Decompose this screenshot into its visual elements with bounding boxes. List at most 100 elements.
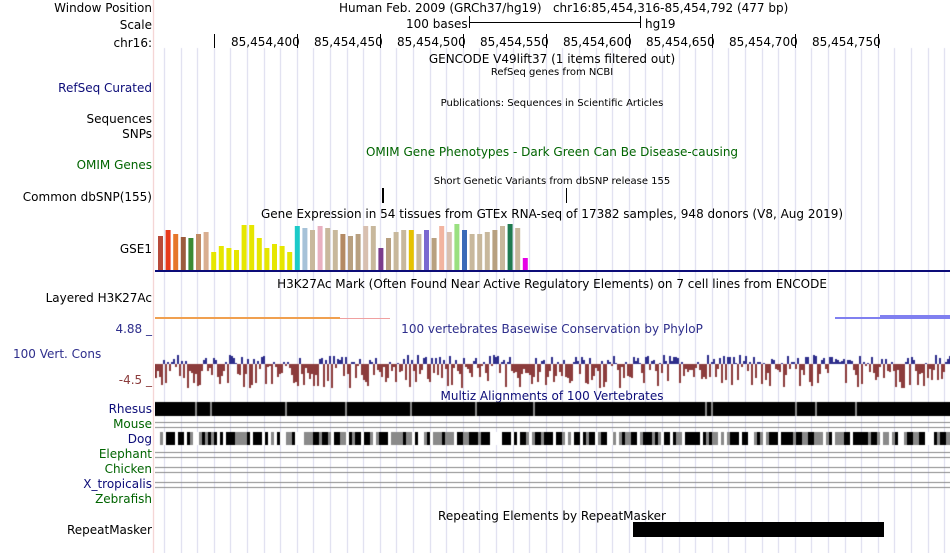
gtex-tissue-bar xyxy=(165,230,171,270)
gtex-track-title: Gene Expression in 54 tissues from GTEx … xyxy=(260,207,844,221)
omim-track-title: OMIM Gene Phenotypes - Dark Green Can Be… xyxy=(365,145,739,159)
gtex-tissue-bar xyxy=(188,238,194,270)
refseq-track-subtitle: RefSeq genes from NCBI xyxy=(490,67,614,78)
gtex-baseline xyxy=(155,270,950,272)
gtex-tissue-bar xyxy=(173,234,179,270)
gtex-tissue-bar xyxy=(226,248,232,270)
gtex-tissue-bar xyxy=(249,225,255,270)
ruler-tick-label: 85,454,550 xyxy=(480,35,549,49)
gtex-tissue-bar xyxy=(211,252,217,270)
species-label-mouse[interactable]: Mouse xyxy=(113,417,152,431)
omim-track-label[interactable]: OMIM Genes xyxy=(76,158,152,172)
gtex-tissue-bar xyxy=(424,230,429,270)
ruler-tick xyxy=(795,34,796,48)
gtex-bar-chart[interactable] xyxy=(155,220,950,275)
ruler-tick xyxy=(629,34,630,48)
h3k27ac-signal[interactable] xyxy=(155,310,950,320)
gtex-tissue-bar xyxy=(332,230,338,270)
cons-track-title: 100 vertebrates Basewise Conservation by… xyxy=(401,322,703,336)
gtex-tissue-bar xyxy=(203,232,209,270)
gtex-tissue-bar xyxy=(363,226,369,270)
gtex-tissue-bar xyxy=(317,226,323,270)
ruler-minor-tick xyxy=(214,34,215,48)
window-position-value: Human Feb. 2009 (GRCh37/hg19) chr16:85,4… xyxy=(339,1,789,15)
gtex-tissue-bar xyxy=(241,225,247,270)
ruler-tick xyxy=(878,34,879,48)
h3k27ac-signal-pink xyxy=(340,318,390,319)
gtex-tissue-bar xyxy=(446,232,452,270)
gtex-tissue-bar xyxy=(386,238,391,270)
gtex-tissue-bar xyxy=(256,238,262,270)
species-label-dog[interactable]: Dog xyxy=(127,432,152,446)
repeat-track-title: Repeating Elements by RepeatMasker xyxy=(438,509,666,523)
gtex-tissue-bar xyxy=(454,224,460,270)
gtex-tissue-bar xyxy=(507,224,513,270)
gtex-tissue-bar xyxy=(355,234,361,270)
gtex-tissue-bar xyxy=(348,236,353,270)
repeat-element-block[interactable] xyxy=(633,522,884,537)
multiz-track-title: Multiz Alignments of 100 Vertebrates xyxy=(440,389,664,403)
conservation-wiggle[interactable] xyxy=(155,340,950,390)
gtex-tissue-bar xyxy=(522,258,528,270)
h3k27ac-track-label[interactable]: Layered H3K27Ac xyxy=(45,291,152,305)
gtex-tissue-bar xyxy=(492,230,498,270)
gtex-tissue-bar xyxy=(484,232,490,270)
scale-text: 100 bases xyxy=(406,17,468,31)
gtex-tissue-bar xyxy=(370,226,376,270)
gtex-tissue-bar xyxy=(287,252,293,270)
ruler-tick xyxy=(297,34,298,48)
refseq-track-label[interactable]: RefSeq Curated xyxy=(58,81,152,95)
multiz-alignment-canvas[interactable] xyxy=(155,400,950,500)
window-position-label: Window Position xyxy=(54,1,152,15)
ruler-tick-label: 85,454,600 xyxy=(563,35,632,49)
scale-assembly: hg19 xyxy=(645,17,676,31)
h3k27ac-signal-blue-high xyxy=(880,315,950,319)
gtex-tissue-bar xyxy=(439,226,445,270)
cons-min-label: -4.5 _ xyxy=(118,373,152,387)
gtex-tissue-bar xyxy=(272,244,277,270)
ruler-tick-label: 85,454,650 xyxy=(646,35,715,49)
ruler-tick-label: 85,454,750 xyxy=(812,35,881,49)
gtex-tissue-bar xyxy=(378,248,384,270)
gtex-tissue-bar xyxy=(401,230,407,270)
scale-bar-right-tick xyxy=(640,16,641,28)
species-label-rhesus[interactable]: Rhesus xyxy=(108,402,152,416)
dbsnp-track-label[interactable]: Common dbSNP(155) xyxy=(22,190,152,204)
dbsnp-track-title: Short Genetic Variants from dbSNP releas… xyxy=(433,176,671,187)
gtex-tissue-bar xyxy=(462,230,467,270)
ruler-tick xyxy=(546,34,547,48)
gtex-tissue-bar xyxy=(393,232,399,270)
cons-track-label[interactable]: 100 Vert. Cons xyxy=(13,347,102,361)
h3k27ac-signal-blue-low xyxy=(835,317,880,319)
sequences-track-label[interactable]: Sequences xyxy=(86,112,152,126)
scale-bar-left-tick xyxy=(469,16,470,28)
gtex-tissue-bar xyxy=(180,237,186,270)
ruler-tick-label: 85,454,450 xyxy=(314,35,383,49)
gtex-tissue-bar xyxy=(469,234,475,270)
species-label-xtropicalis[interactable]: X_tropicalis xyxy=(83,477,152,491)
species-label-elephant[interactable]: Elephant xyxy=(98,447,152,461)
repeat-track-label[interactable]: RepeatMasker xyxy=(66,523,152,537)
gtex-tissue-bar xyxy=(515,228,521,270)
gtex-track-label[interactable]: GSE1 xyxy=(119,242,152,256)
snps-track-label[interactable]: SNPs xyxy=(122,127,152,141)
dbsnp-variant-mark[interactable] xyxy=(566,188,567,203)
species-label-zebrafish[interactable]: Zebrafish xyxy=(95,492,152,506)
gtex-tissue-bar xyxy=(302,228,308,270)
gtex-tissue-bar xyxy=(431,238,437,270)
chrom-label: chr16: xyxy=(113,36,152,50)
ruler-tick-label: 85,454,500 xyxy=(397,35,466,49)
species-label-chicken[interactable]: Chicken xyxy=(104,462,152,476)
scale-label: Scale xyxy=(119,18,152,32)
ruler-tick xyxy=(380,34,381,48)
gtex-tissue-bar xyxy=(416,234,422,270)
dbsnp-variant-mark[interactable] xyxy=(382,188,384,203)
gtex-tissue-bar xyxy=(294,226,300,270)
gtex-tissue-bar xyxy=(310,230,315,270)
gencode-track-title[interactable]: GENCODE V49lift37 (1 items filtered out) xyxy=(428,52,676,66)
cons-max-label: 4.88 _ xyxy=(115,322,152,336)
gtex-tissue-bar xyxy=(408,230,414,270)
gtex-tissue-bar xyxy=(234,250,239,270)
gtex-tissue-bar xyxy=(218,246,224,270)
publications-track-title: Publications: Sequences in Scientific Ar… xyxy=(440,98,664,109)
